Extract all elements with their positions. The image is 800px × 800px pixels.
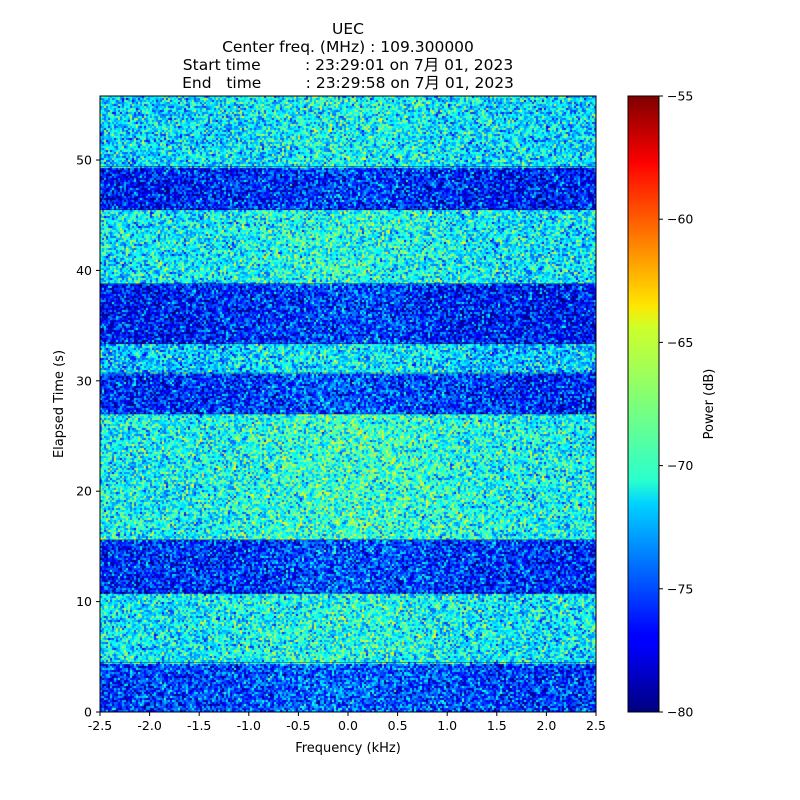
title-line-3: Start time : 23:29:01 on 7月 01, 2023 xyxy=(182,56,514,74)
heatmap-image xyxy=(100,96,596,712)
x-tick-label: 1.5 xyxy=(487,718,507,733)
x-axis-label: Frequency (kHz) xyxy=(295,741,401,756)
y-tick-label: 50 xyxy=(76,153,92,168)
colorbar-tick-label: −75 xyxy=(667,581,693,596)
heatmap xyxy=(100,96,596,712)
x-tick-label: 1.0 xyxy=(437,718,457,733)
title-line-2: Center freq. (MHz) : 109.300000 xyxy=(222,38,474,56)
title-line-1: UEC xyxy=(332,20,364,38)
y-tick-label: 10 xyxy=(76,594,92,609)
y-tick-label: 20 xyxy=(76,484,92,499)
x-tick-label: -1.5 xyxy=(187,718,211,733)
x-tick-label: -1.0 xyxy=(237,718,261,733)
y-axis-label: Elapsed Time (s) xyxy=(52,350,67,458)
y-tick-label: 30 xyxy=(76,373,92,388)
colorbar-label: Power (dB) xyxy=(702,369,717,440)
x-tick-label: -0.5 xyxy=(286,718,310,733)
title-line-4: End time : 23:29:58 on 7月 01, 2023 xyxy=(182,74,514,92)
x-axis: -2.5 -2.0 -1.5 -1.0 -0.5 0.0 0.5 1.0 1.5 2.0 2.5 xyxy=(88,712,606,733)
x-tick-label: 0.0 xyxy=(338,718,358,733)
x-tick-label: -2.5 xyxy=(88,718,112,733)
y-tick-label: 0 xyxy=(84,705,92,720)
colorbar-tick-label: −60 xyxy=(667,212,693,227)
colorbar-tick-label: −70 xyxy=(667,458,693,473)
x-tick-label: -2.0 xyxy=(137,718,161,733)
x-tick-label: 0.5 xyxy=(388,718,408,733)
colorbar xyxy=(627,95,660,713)
y-axis: 0 10 20 30 40 50 xyxy=(76,153,100,720)
colorbar-axis: −80 −75 −70 −65 −60 −55 xyxy=(659,89,693,720)
colorbar-tick-label: −55 xyxy=(667,89,693,104)
x-tick-label: 2.5 xyxy=(586,718,606,733)
y-tick-label: 40 xyxy=(76,263,92,278)
chart-title: UEC Center freq. (MHz) : 109.300000 Star… xyxy=(98,20,598,92)
x-tick-label: 2.0 xyxy=(536,718,556,733)
colorbar-tick-label: −65 xyxy=(667,335,693,350)
colorbar-tick-label: −80 xyxy=(667,705,693,720)
